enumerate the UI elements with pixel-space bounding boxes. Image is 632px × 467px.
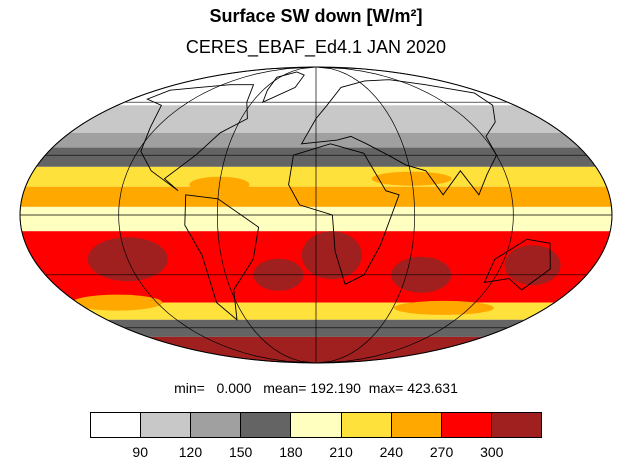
- world-map: [19, 66, 613, 364]
- colorbar: [90, 412, 542, 438]
- statistics-line: min= 0.000 mean= 192.190 max= 423.631: [0, 380, 632, 396]
- colorbar-tick-label: 150: [228, 444, 253, 460]
- colorbar-segment: [191, 413, 242, 437]
- map-subtitle: CERES_EBAF_Ed4.1 JAN 2020: [185, 37, 447, 57]
- colorbar-tick-label: 180: [279, 444, 303, 460]
- meridian-line: [315, 66, 514, 364]
- coastline: [483, 238, 551, 291]
- colorbar-segment: [141, 413, 192, 437]
- coastline: [184, 194, 260, 321]
- meridian-line: [315, 66, 416, 364]
- colorbar-segment: [491, 413, 541, 437]
- map-title: Surface SW down [W/m²]: [0, 6, 632, 27]
- min-value: 0.000: [216, 380, 252, 396]
- meridian-line: [216, 66, 317, 364]
- title-text: Surface SW down [W/m²]: [209, 6, 423, 26]
- colorbar-tick-label: 210: [329, 444, 353, 460]
- coastline: [300, 79, 498, 196]
- colorbar-tick-label: 120: [178, 444, 203, 460]
- mean-value: 192.190: [310, 380, 361, 396]
- colorbar-segment: [391, 413, 442, 437]
- colorbar-tick-label: 90: [132, 444, 149, 460]
- max-value: 423.631: [407, 380, 458, 396]
- map-boundary: [19, 66, 613, 364]
- coastline: [288, 143, 400, 285]
- max-label: max=: [368, 380, 404, 396]
- colorbar-segment: [91, 413, 142, 437]
- high-irradiance-patch: [301, 231, 362, 280]
- colorbar-tick-label: 300: [480, 444, 504, 460]
- coastline: [261, 71, 305, 104]
- moderate-irradiance-patch: [394, 300, 495, 315]
- colorbar-ticks: 90 120 150 180 210 240 270 300: [90, 444, 542, 462]
- mean-label: mean=: [263, 380, 307, 396]
- colorbar-segment: [441, 413, 492, 437]
- moderate-irradiance-patch: [72, 294, 163, 311]
- colorbar-segment: [341, 413, 392, 437]
- coastline: [140, 84, 255, 192]
- colorbar-tick-label: 240: [379, 444, 404, 460]
- high-irradiance-patch: [504, 245, 561, 286]
- meridian-line: [118, 66, 317, 364]
- colorbar-segment: [241, 413, 292, 437]
- colorbar-segment: [291, 413, 342, 437]
- min-label: min=: [174, 380, 205, 396]
- colorbar-tick-label: 270: [429, 444, 454, 460]
